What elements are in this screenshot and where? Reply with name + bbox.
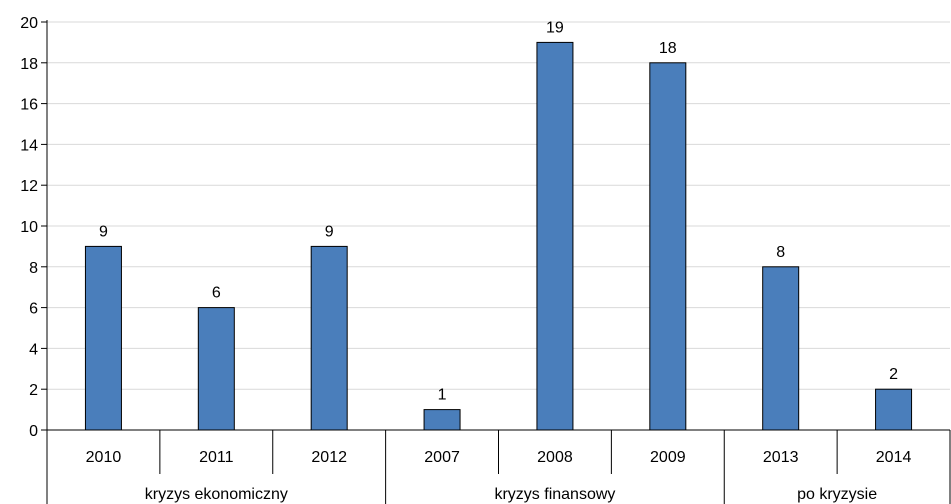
bar-2009 — [649, 62, 687, 431]
bar-2013 — [762, 266, 800, 431]
data-label: 2 — [889, 366, 898, 383]
labels: 0 2 4 6 8 10 12 14 16 18 20 9 2010 6 2011 9 2012 1 2007 19 2… — [20, 15, 911, 503]
x-category-label: 2010 — [86, 449, 122, 466]
x-category-label: 2008 — [537, 449, 573, 466]
group-label: po kryzysie — [797, 486, 877, 503]
y-tick-label: 10 — [20, 219, 38, 236]
y-tick-label: 2 — [29, 382, 38, 399]
x-category-label: 2007 — [424, 449, 460, 466]
bars — [84, 41, 913, 431]
y-tick-label: 0 — [29, 423, 38, 440]
y-tick-label: 20 — [20, 15, 38, 32]
y-tick-label: 12 — [20, 178, 38, 195]
x-category-label: 2013 — [763, 449, 799, 466]
bar-2007 — [423, 409, 461, 431]
y-tick-label: 4 — [29, 341, 38, 358]
x-category-label: 2011 — [199, 449, 234, 466]
group-label: kryzys finansowy — [494, 486, 615, 503]
x-category-label: 2014 — [876, 449, 912, 466]
data-label: 9 — [325, 223, 334, 240]
y-tick-label: 6 — [29, 301, 38, 318]
bar-2014 — [875, 388, 913, 431]
data-label: 19 — [546, 19, 564, 36]
bar-2012 — [310, 245, 348, 431]
data-label: 6 — [212, 285, 221, 302]
bar-2011 — [197, 307, 235, 431]
y-tick-label: 8 — [29, 260, 38, 277]
y-tick-label: 16 — [20, 97, 38, 114]
data-label: 18 — [659, 40, 677, 57]
group-label: kryzys ekonomiczny — [145, 486, 288, 503]
y-tick-label: 14 — [20, 137, 38, 154]
x-category-label: 2009 — [650, 449, 686, 466]
bar-2008 — [536, 41, 574, 431]
y-tick-label: 18 — [20, 56, 38, 73]
bar-2010 — [84, 245, 122, 431]
gridlines — [47, 21, 950, 390]
data-label: 8 — [776, 244, 785, 261]
x-category-label: 2012 — [311, 449, 347, 466]
axes — [41, 20, 951, 504]
data-label: 1 — [438, 387, 447, 404]
data-label: 9 — [99, 223, 108, 240]
